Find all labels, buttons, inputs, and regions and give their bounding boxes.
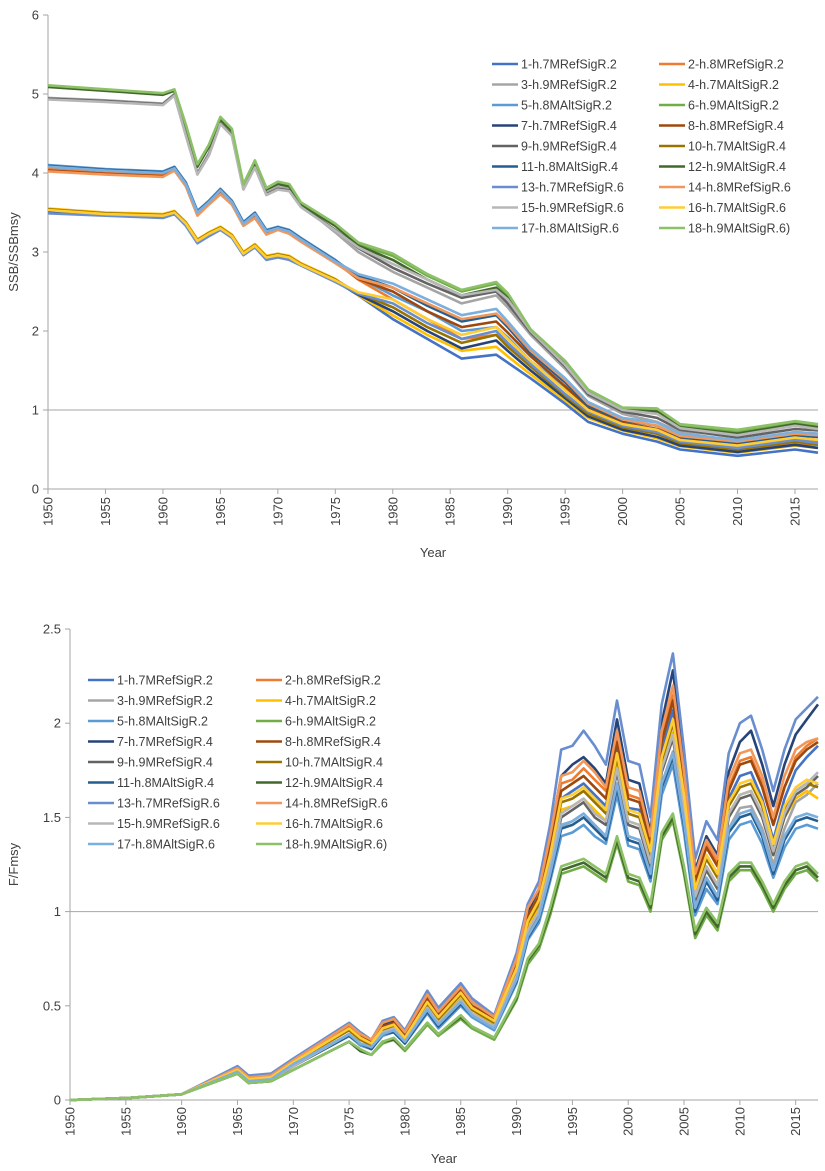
series-line-10 [48,209,818,449]
legend-label: 12-h.9MAltSigR.4 [285,776,383,790]
legend-label: 14-h.8MRefSigR.6 [285,797,388,811]
x-tick-label: 1965 [230,1107,245,1136]
legend-label: 7-h.7MRefSigR.4 [521,119,617,133]
x-tick-label: 2010 [732,1107,747,1136]
legend-label: 16-h.7MAltSigR.6 [285,817,383,831]
x-tick-label: 1980 [385,497,400,526]
y-tick-label: 0.5 [43,998,61,1013]
y-tick-label: 1 [54,904,61,919]
legend-label: 15-h.9MRefSigR.6 [521,201,624,215]
x-tick-label: 2005 [677,1107,692,1136]
x-tick-label: 1995 [565,1107,580,1136]
y-tick-label: 1 [32,403,39,418]
legend-label: 7-h.7MRefSigR.4 [117,735,213,749]
legend-label: 18-h.9MAltSigR.6) [688,222,790,236]
y-tick-label: 3 [32,245,39,260]
x-tick-label: 1960 [174,1107,189,1136]
legend-label: 11-h.8MAltSigR.4 [117,776,214,790]
x-tick-label: 1985 [453,1107,468,1136]
legend-label: 13-h.7MRefSigR.6 [521,181,624,195]
x-tick-label: 1965 [213,497,228,526]
legend-label: 3-h.9MRefSigR.2 [117,694,213,708]
series-line-5 [70,765,818,1100]
x-tick-label: 2010 [730,497,745,526]
legend-label: 11-h.8MAltSigR.4 [521,160,618,174]
y-tick-label: 5 [32,87,39,102]
x-tick-label: 2000 [615,497,630,526]
legend-label: 5-h.8MAltSigR.2 [521,99,612,113]
legend: 1-h.7MRefSigR.2 2-h.8MRefSigR.2 3-h.9MRefS… [492,58,791,236]
y-tick-label: 1.5 [43,810,61,825]
x-axis-title: Year [420,545,447,560]
legend-label: 10-h.7MAltSigR.4 [285,756,383,770]
y-tick-label: 2 [54,716,61,731]
chart-f-fmsy: 0 0.5 1 1.5 2 2.5 1950 1955 1960 1965 1970 1975 1980… [0,580,825,1171]
series-line-6 [48,86,818,432]
x-tick-label: 1990 [500,497,515,526]
y-tick-label: 0 [54,1093,61,1108]
y-axis-title: F/Fmsy [6,842,21,886]
y-tick-label: 0 [32,482,39,497]
legend-label: 2-h.8MRefSigR.2 [285,674,381,688]
x-tick-label: 1955 [118,1107,133,1136]
x-tick-label: 1950 [63,1107,78,1136]
legend-label: 18-h.9MAltSigR.6) [285,838,387,852]
legend-label: 10-h.7MAltSigR.4 [688,140,786,154]
x-tick-label: 1950 [41,497,56,526]
legend-label: 9-h.9MRefSigR.4 [521,140,617,154]
x-tick-label: 1990 [509,1107,524,1136]
legend-label: 4-h.7MAltSigR.2 [285,694,376,708]
x-tick-label: 1980 [397,1107,412,1136]
x-tick-label: 1955 [98,497,113,526]
y-tick-label: 6 [32,8,39,23]
legend-label: 12-h.9MAltSigR.4 [688,160,786,174]
legend-label: 3-h.9MRefSigR.2 [521,78,617,92]
legend-label: 6-h.9MAltSigR.2 [285,715,376,729]
x-tick-label: 2000 [621,1107,636,1136]
series-line-7 [48,213,818,452]
legend-label: 9-h.9MRefSigR.4 [117,756,213,770]
x-tick-label: 2005 [673,497,688,526]
x-tick-label: 1985 [443,497,458,526]
legend-label: 16-h.7MAltSigR.6 [688,201,786,215]
legend-label: 8-h.8MRefSigR.4 [285,735,381,749]
legend: 1-h.7MRefSigR.2 2-h.8MRefSigR.2 3-h.9MRefS… [88,674,388,852]
legend-label: 15-h.9MRefSigR.6 [117,817,220,831]
legend-label: 1-h.7MRefSigR.2 [521,58,617,72]
x-tick-label: 1970 [270,497,285,526]
legend-label: 17-h.8MAltSigR.6 [521,222,619,236]
series-line-18 [48,85,818,430]
y-tick-label: 4 [32,166,39,181]
x-axis-title: Year [431,1151,458,1166]
legend-label: 14-h.8MRefSigR.6 [688,181,791,195]
y-axis-title: SSB/SSBmsy [6,212,21,292]
legend-label: 4-h.7MAltSigR.2 [688,78,779,92]
x-tick-label: 1975 [328,497,343,526]
legend-label: 2-h.8MRefSigR.2 [688,58,784,72]
x-tick-label: 1995 [558,497,573,526]
y-tick-label: 2.5 [43,622,61,637]
x-tick-label: 2015 [788,1107,803,1136]
x-tick-label: 1970 [286,1107,301,1136]
legend-label: 13-h.7MRefSigR.6 [117,797,220,811]
x-tick-label: 2015 [788,497,803,526]
legend-label: 8-h.8MRefSigR.4 [688,119,784,133]
x-tick-label: 1960 [155,497,170,526]
legend-label: 6-h.9MAltSigR.2 [688,99,779,113]
legend-label: 5-h.8MAltSigR.2 [117,715,208,729]
x-tick-label: 1975 [342,1107,357,1136]
chart-ssb-ssbmsy: 0 1 2 3 4 5 6 1950 1955 1960 1965 1970 1975 1980 1985 1… [0,0,825,580]
legend-label: 1-h.7MRefSigR.2 [117,674,213,688]
legend-label: 17-h.8MAltSigR.6 [117,838,215,852]
y-tick-label: 2 [32,324,39,339]
